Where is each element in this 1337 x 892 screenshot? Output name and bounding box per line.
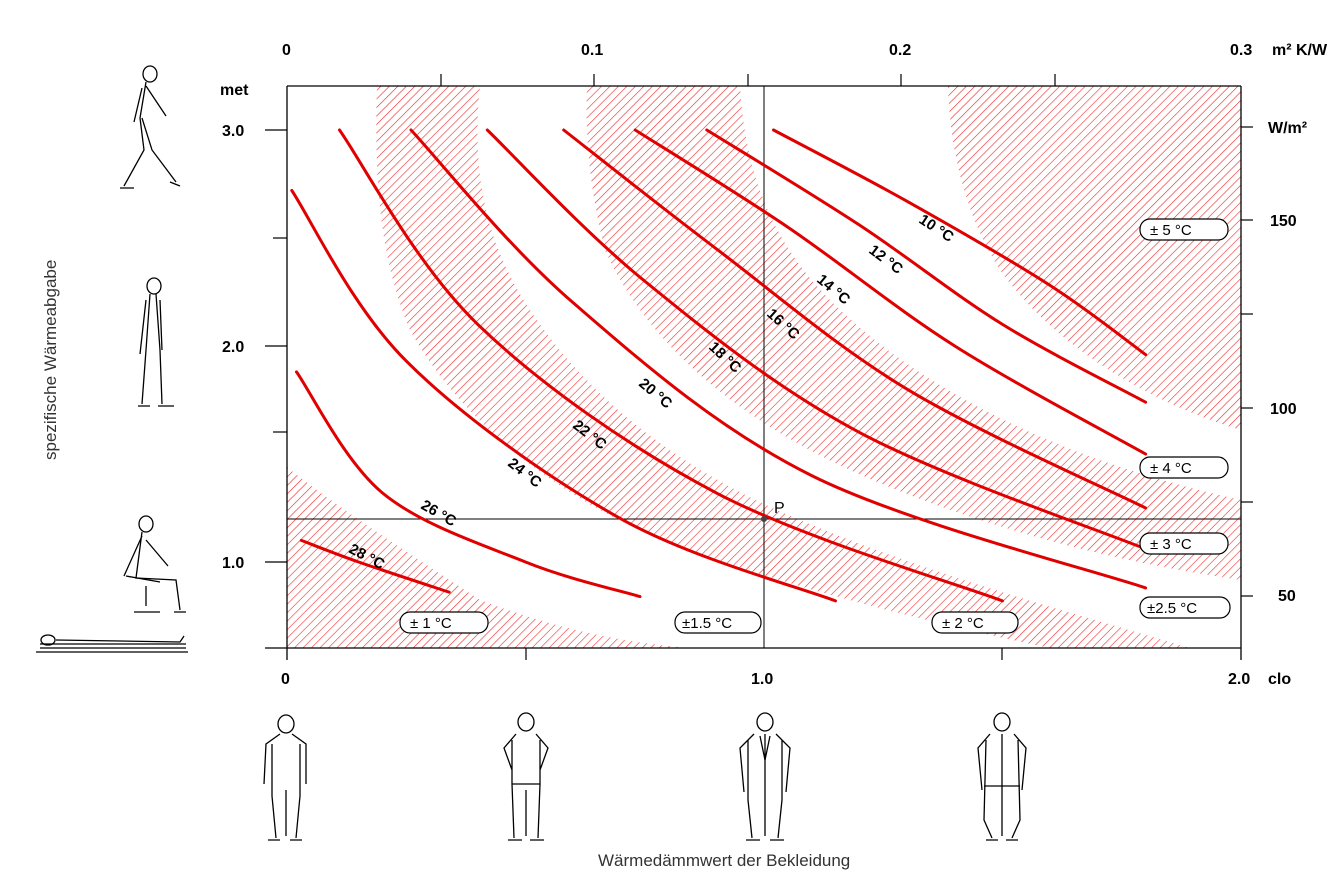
curve-24c: [290, 189, 837, 603]
reference-point-label: P: [774, 500, 785, 517]
curve-20c: [409, 128, 1148, 590]
x-tick-label-0: 0: [281, 671, 290, 688]
standing-person-icon: [138, 277, 174, 407]
lying-person-icon: [36, 634, 188, 653]
tolerance-label-1: ± 1 °C: [399, 611, 489, 634]
y-axis-title: spezifische Wärmeabgabe: [41, 260, 60, 460]
nude-person-icon: [263, 714, 307, 841]
light-clothing-person-icon: [503, 712, 549, 841]
tolerance-text: ± 5 °C: [1150, 222, 1192, 239]
business-suit-person-icon: [739, 712, 791, 841]
tolerance-text: ±2.5 °C: [1147, 600, 1197, 617]
curve-10c: [772, 128, 1148, 357]
x-tick-label-1: 1.0: [751, 671, 773, 688]
band-plus-minus-2-main: [376, 86, 1190, 648]
y-tick-label-1: 1.0: [222, 555, 244, 572]
tolerance-label-2-5: ±2.5 °C: [1139, 596, 1231, 619]
curve-22c: [338, 128, 1004, 603]
clothing-illustrations: [263, 712, 1027, 841]
tolerance-text: ± 1 °C: [410, 615, 452, 632]
tolerance-text: ± 3 °C: [1150, 536, 1192, 553]
y-unit-label: met: [220, 82, 249, 99]
curve-26c: [295, 370, 642, 599]
x2-tick-label-1: 0.1: [581, 42, 603, 59]
tolerance-labels: ± 1 °C ±1.5 °C ± 2 °C ±2.5 °C ± 3 °C ± 4…: [399, 218, 1231, 634]
tolerance-label-1-5: ±1.5 °C: [674, 611, 762, 634]
curve-28c: [299, 538, 451, 594]
curves-layer: [290, 128, 1148, 603]
band-plus-minus-3: [586, 86, 1241, 580]
tolerance-text: ± 4 °C: [1150, 460, 1192, 477]
y-tick-label-3: 3.0: [222, 123, 244, 140]
activity-illustrations: [36, 65, 188, 653]
x2-tick-label-2: 0.2: [889, 42, 911, 59]
tolerance-label-3: ± 3 °C: [1139, 532, 1229, 555]
reference-point-marker: [761, 516, 767, 522]
x2-tick-label-0: 0: [282, 42, 291, 59]
x-axis-title: Wärmedämmwert der Bekleidung: [598, 851, 850, 870]
y-tick-label-2: 2.0: [222, 339, 244, 356]
tolerance-bands: [287, 86, 1241, 648]
curve-16c: [562, 128, 1148, 510]
x-unit-label: clo: [1268, 671, 1291, 688]
x-tick-label-2: 2.0: [1228, 671, 1250, 688]
y2-unit-label: W/m²: [1268, 120, 1307, 137]
curve-label-20: 20 °C: [635, 375, 675, 412]
y2-tick-label-50: 50: [1278, 588, 1296, 605]
curve-12c: [705, 128, 1148, 404]
tolerance-label-2: ± 2 °C: [931, 611, 1019, 634]
band-plus-minus-5: [948, 86, 1241, 430]
tolerance-text: ±1.5 °C: [682, 615, 732, 632]
y2-tick-label-150: 150: [1270, 213, 1297, 230]
x2-unit-label: m² K/W: [1272, 42, 1328, 59]
y2-tick-label-100: 100: [1270, 401, 1297, 418]
x2-tick-label-3: 0.3: [1230, 42, 1252, 59]
curve-18c: [485, 128, 1148, 551]
seated-person-icon: [123, 515, 186, 613]
tolerance-label-5: ± 5 °C: [1139, 218, 1229, 241]
curve-14c: [633, 128, 1148, 456]
curve-label-12: 12 °C: [866, 242, 906, 278]
band-plus-minus-1: [287, 467, 690, 648]
heavy-clothing-person-icon: [977, 712, 1027, 841]
tolerance-text: ± 2 °C: [942, 615, 984, 632]
tolerance-label-4: ± 4 °C: [1139, 456, 1229, 479]
ticks: [265, 74, 1253, 660]
walking-person-icon: [120, 65, 181, 189]
